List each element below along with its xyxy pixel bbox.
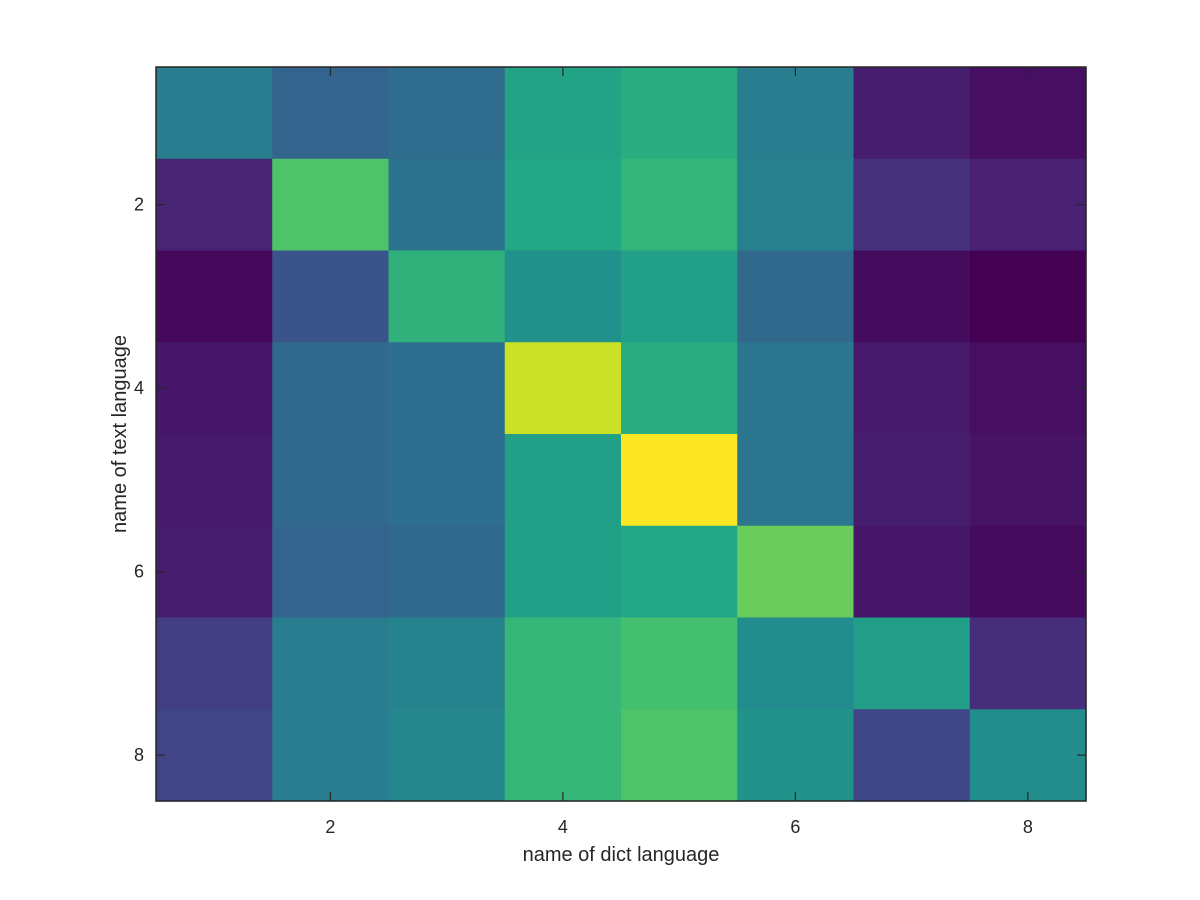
heatmap-cell-r8-c6 [737,709,855,802]
heatmap-cell-r7-c8 [969,617,1087,710]
y-tick-labels: 2 4 6 8 [134,195,144,766]
heatmap-cell-r3-c1 [156,250,273,343]
heatmap-cell-r2-c7 [853,158,971,252]
heatmap-cell-r1-c6 [737,67,855,160]
heatmap-cell-r5-c8 [969,434,1087,527]
y-tick-label-6: 6 [134,562,144,582]
heatmap-cell-r6-c5 [621,525,738,619]
heatmap-cell-r6-c7 [853,525,971,619]
heatmap-cell-r5-c4 [504,434,622,527]
heatmap-cell-r1-c2 [272,67,390,160]
heatmap-cell-r5-c3 [388,434,506,527]
x-tick-label-8: 8 [1023,817,1033,837]
heatmap-cell-r2-c6 [737,158,855,252]
heatmap-cell-r5-c1 [156,434,273,527]
heatmap-cell-r4-c1 [156,342,273,435]
heatmap-cell-r8-c8 [969,709,1087,802]
heatmap-cell-r6-c6 [737,525,855,619]
y-tick-label-8: 8 [134,745,144,765]
y-tick-label-2: 2 [134,195,144,215]
heatmap-cell-r2-c3 [388,158,506,252]
heatmap-cell-r1-c4 [504,67,622,160]
heatmap-cell-r7-c4 [504,617,622,710]
heatmap-cell-r7-c5 [621,617,738,710]
y-tick-label-4: 4 [134,378,144,398]
heatmap-cell-r1-c7 [853,67,971,160]
heatmap-cell-r3-c7 [853,250,971,343]
heatmap-cell-r8-c5 [621,709,738,802]
heatmap-cell-r2-c4 [504,158,622,252]
x-tick-label-6: 6 [790,817,800,837]
heatmap-cell-r3-c5 [621,250,738,343]
heatmap-cell-r4-c2 [272,342,390,435]
heatmap-cell-r8-c1 [156,709,273,802]
heatmap-cell-r3-c3 [388,250,506,343]
heatmap-cell-r7-c2 [272,617,390,710]
heatmap-cell-r7-c1 [156,617,273,710]
heatmap-cell-r1-c3 [388,67,506,160]
heatmap-cell-r7-c7 [853,617,971,710]
heatmap-cell-r8-c2 [272,709,390,802]
heatmap-cell-r2-c2 [272,158,390,252]
heatmap-cell-r8-c4 [504,709,622,802]
heatmap-cell-r3-c6 [737,250,855,343]
heatmap-cell-r6-c8 [969,525,1087,619]
heatmap-cells [156,67,1087,802]
heatmap-cell-r5-c5 [621,434,738,527]
y-axis-label: name of text language [109,335,131,533]
heatmap-cell-r3-c2 [272,250,390,343]
heatmap-cell-r1-c1 [156,67,273,160]
heatmap-cell-r6-c4 [504,525,622,619]
heatmap-cell-r4-c6 [737,342,855,435]
x-tick-label-2: 2 [325,817,335,837]
x-axis-label: name of dict language [523,844,720,866]
heatmap-cell-r6-c2 [272,525,390,619]
heatmap-cell-r5-c6 [737,434,855,527]
heatmap-cell-r3-c8 [969,250,1087,343]
x-tick-label-4: 4 [558,817,568,837]
heatmap-cell-r7-c3 [388,617,506,710]
heatmap-cell-r5-c2 [272,434,390,527]
heatmap-cell-r8-c3 [388,709,506,802]
heatmap-cell-r6-c1 [156,525,273,619]
heatmap-cell-r7-c6 [737,617,855,710]
x-tick-labels: 2 4 6 8 [325,817,1033,837]
heatmap-cell-r2-c8 [969,158,1087,252]
heatmap-cell-r8-c7 [853,709,971,802]
heatmap-cell-r2-c1 [156,158,273,252]
axis-ticks [156,67,1086,801]
heatmap-cell-r6-c3 [388,525,506,619]
heatmap-cell-r4-c3 [388,342,506,435]
heatmap-cell-r4-c7 [853,342,971,435]
axes-box [155,66,1087,802]
heatmap-cell-r4-c5 [621,342,738,435]
heatmap-cell-r4-c8 [969,342,1087,435]
heatmap-cell-r5-c7 [853,434,971,527]
heatmap-cell-r3-c4 [504,250,622,343]
heatmap-cell-r1-c5 [621,67,738,160]
heatmap-cell-r4-c4 [504,342,622,435]
heatmap-cell-r2-c5 [621,158,738,252]
heatmap-cell-r1-c8 [969,67,1087,160]
